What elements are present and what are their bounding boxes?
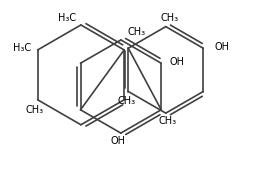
Text: H₃C: H₃C <box>58 13 76 23</box>
Text: CH₃: CH₃ <box>127 27 145 37</box>
Text: CH₃: CH₃ <box>25 105 43 115</box>
Text: H₃C: H₃C <box>13 43 31 53</box>
Text: OH: OH <box>109 136 124 146</box>
Text: CH₃: CH₃ <box>160 13 178 23</box>
Text: OH: OH <box>169 57 184 67</box>
Text: OH: OH <box>214 42 229 52</box>
Text: CH₃: CH₃ <box>158 116 176 126</box>
Text: CH₃: CH₃ <box>117 96 135 107</box>
